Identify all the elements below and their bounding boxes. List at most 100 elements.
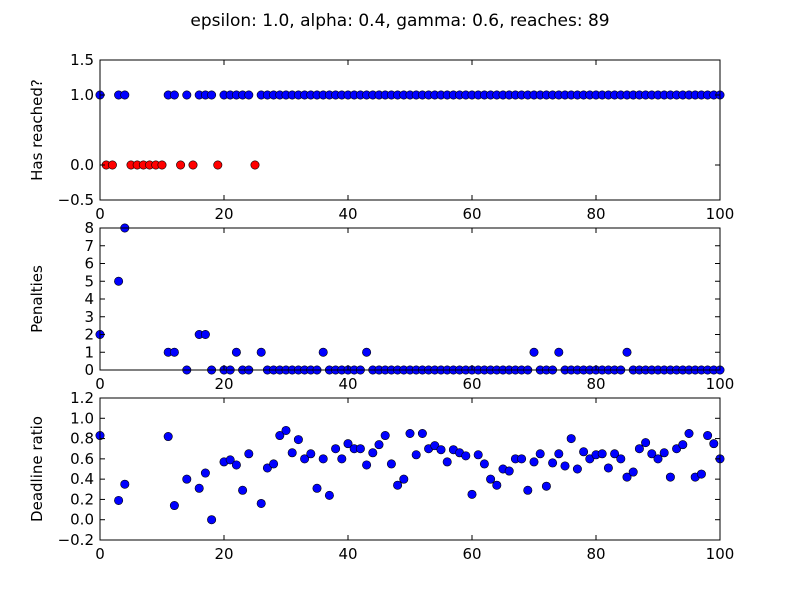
deadline-ratio-point (430, 441, 440, 451)
deadline-ratio-point (207, 515, 217, 525)
penalties-xtick-label: 40 (338, 375, 357, 393)
deadline-ratio-point (523, 485, 533, 495)
has-reached-point (107, 160, 117, 170)
deadline-ratio-point (548, 458, 558, 468)
has-reached-point (213, 160, 223, 170)
deadline-ratio-point (231, 460, 241, 470)
deadline-ratio-point (597, 449, 607, 459)
deadline-ratio-point (269, 459, 279, 469)
deadline-ratio-point (473, 450, 483, 460)
deadline-ratio-point (566, 434, 576, 444)
penalties-point (362, 347, 372, 357)
deadline-ratio-point (293, 435, 303, 445)
has-reached-frame (99, 59, 721, 201)
has-reached-point (244, 90, 254, 100)
deadline-ratio-point (355, 444, 365, 454)
penalties-ytick-label: 3 (84, 308, 94, 326)
deadline-ratio-point (194, 483, 204, 493)
penalties-ylabel: Penalties (28, 265, 46, 333)
penalties-point (169, 347, 179, 357)
deadline-ratio-point (343, 439, 353, 449)
deadline-ratio-point (300, 454, 310, 464)
deadline-ratio-point (672, 444, 682, 454)
deadline-ratio-ytick-label: 0.4 (70, 470, 94, 488)
has-reached-point (169, 90, 179, 100)
deadline-ratio-point (405, 428, 415, 438)
deadline-ratio-point (312, 483, 322, 493)
deadline-ratio-point (560, 461, 570, 471)
deadline-ratio-point (678, 440, 688, 450)
deadline-ratio-point (486, 474, 496, 484)
penalties-point (231, 347, 241, 357)
has-reached-point (188, 160, 198, 170)
deadline-ratio-ytick-label: 1.0 (70, 409, 94, 427)
deadline-ratio-point (324, 490, 334, 500)
deadline-ratio-frame (99, 397, 721, 541)
figure-title: epsilon: 1.0, alpha: 0.4, gamma: 0.6, re… (190, 11, 609, 31)
has-reached-ytick-label: −0.5 (58, 191, 94, 209)
deadline-ratio-point (225, 455, 235, 465)
deadline-ratio-point (634, 444, 644, 454)
deadline-ratio-point (331, 444, 341, 454)
deadline-ratio-point (610, 449, 620, 459)
penalties-xtick-label: 80 (586, 375, 605, 393)
penalties-xtick-label: 20 (214, 375, 233, 393)
deadline-ratio-point (585, 454, 595, 464)
deadline-ratio-point (684, 428, 694, 438)
deadline-ratio-point (517, 454, 527, 464)
deadline-ratio-point (386, 459, 396, 469)
deadline-ratio-point (529, 457, 539, 467)
deadline-ratio-xtick-label: 100 (706, 545, 735, 563)
deadline-ratio-point (461, 451, 471, 461)
penalties-point (200, 329, 210, 339)
penalties-xtick-label: 60 (462, 375, 481, 393)
has-reached-panel: Has reached? 0 20 40 60 80 100 1.5 1.0 0.0 −0.5 (28, 51, 734, 223)
penalties-point (529, 347, 539, 357)
deadline-ratio-point (603, 463, 613, 473)
deadline-ratio-point (572, 464, 582, 474)
penalties-point (554, 347, 564, 357)
has-reached-xtick-label: 20 (214, 205, 233, 223)
deadline-ratio-point (665, 472, 675, 482)
has-reached-point (120, 90, 130, 100)
deadline-ratio-point (616, 454, 626, 464)
has-reached-ytick-label: 1.5 (70, 51, 94, 69)
deadline-ratio-point (275, 431, 285, 441)
deadline-ratio-point (244, 449, 254, 459)
penalties-ytick-label: 4 (84, 290, 94, 308)
deadline-ratio-point (709, 439, 719, 449)
deadline-ratio-point (641, 438, 651, 448)
deadline-ratio-xtick-label: 60 (462, 545, 481, 563)
deadline-ratio-ylabel: Deadline ratio (28, 416, 46, 522)
penalties-ytick-label: 1 (84, 343, 94, 361)
penalties-ytick-label: 8 (84, 219, 94, 237)
deadline-ratio-point (436, 445, 446, 455)
deadline-ratio-ytick-label: 0.6 (70, 450, 94, 468)
has-reached-xtick-label: 40 (338, 205, 357, 223)
penalties-ytick-label: 0 (84, 361, 94, 379)
has-reached-point (182, 90, 192, 100)
penalties-ytick-label: 7 (84, 237, 94, 255)
deadline-ratio-panel: Deadline ratio 0 20 40 60 80 100 1.2 1.0 0.8 0.6 0.… (28, 389, 734, 563)
has-reached-point (207, 90, 217, 100)
deadline-ratio-point (163, 432, 173, 442)
deadline-ratio-xtick-label: 20 (214, 545, 233, 563)
deadline-ratio-point (306, 449, 316, 459)
has-reached-point (250, 160, 260, 170)
deadline-ratio-point (318, 454, 328, 464)
deadline-ratio-point (238, 485, 248, 495)
deadline-ratio-point (703, 431, 713, 441)
has-reached-xtick-label: 100 (706, 205, 735, 223)
penalties-point (256, 347, 266, 357)
penalties-xtick-label: 100 (706, 375, 735, 393)
deadline-ratio-point (411, 450, 421, 460)
deadline-ratio-point (628, 467, 638, 477)
has-reached-point (157, 160, 167, 170)
deadline-ratio-point (467, 489, 477, 499)
deadline-ratio-point (653, 454, 663, 464)
deadline-ratio-point (442, 457, 452, 467)
has-reached-ytick-label: 1.0 (70, 86, 94, 104)
penalties-ytick-label: 2 (84, 326, 94, 344)
